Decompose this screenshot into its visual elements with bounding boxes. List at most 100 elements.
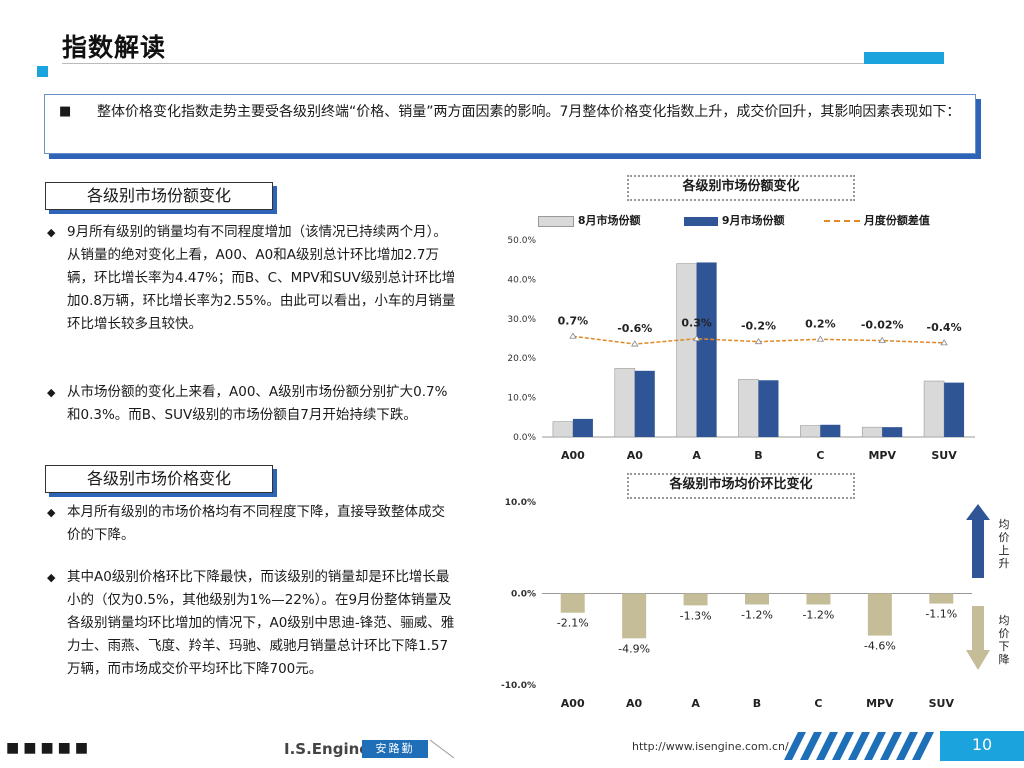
x-tick-label: A: [691, 697, 700, 710]
diff-point: [631, 340, 639, 347]
title-accent-square: [37, 66, 48, 77]
bar-sep: [572, 418, 593, 437]
bar-price-change: [929, 593, 954, 604]
legend-line: [824, 220, 860, 222]
x-tick-label: MPV: [868, 449, 896, 462]
legend-item: 8月市场份额: [538, 212, 641, 228]
bar-price-change: [560, 593, 585, 613]
x-tick-label: A00: [561, 697, 585, 710]
legend-item: 月度份额差值: [824, 212, 930, 228]
x-tick-label: SUV: [931, 449, 957, 462]
arrow-up-label: 均: [999, 518, 1010, 531]
intro-text: 整体价格变化指数走势主要受各级别终端“价格、销量”两方面因素的影响。7月整体价格…: [97, 104, 961, 120]
diff-point: [569, 332, 577, 339]
bar-aug: [738, 379, 759, 438]
arrow-up-label: 升: [999, 557, 1010, 570]
bar-sep: [882, 427, 903, 437]
data-label: -1.2%: [802, 608, 834, 621]
legend-label: 9月市场份额: [721, 214, 785, 227]
bar-price-change: [622, 593, 647, 639]
x-tick-label: C: [816, 449, 824, 462]
diamond-bullet-icon: ◆: [47, 226, 56, 239]
square-bullet-icon: ■: [59, 104, 72, 119]
legend-swatch: [684, 216, 718, 226]
bar-price-change: [867, 593, 892, 636]
footer-dots: ■■■■■: [6, 740, 93, 756]
page-title: 指数解读: [62, 33, 167, 62]
chart-title-share: 各级别市场份额变化: [627, 175, 855, 201]
diff-point: [940, 339, 948, 346]
y-tick-label: 10.0%: [505, 498, 536, 508]
x-tick-label: C: [814, 697, 822, 710]
arrow-down-label: 下: [999, 640, 1010, 653]
arrow-up-label: 上: [999, 544, 1010, 557]
share-chart: 0.0% 10.0% 20.0% 30.0% 40.0% 50.0% A00 A0 A B C MPV…: [507, 236, 975, 462]
data-label: -4.6%: [864, 640, 896, 653]
section-title-share: 各级别市场份额变化: [45, 182, 273, 210]
bullet-item: ◆ 9月所有级别的销量均有不同程度增加（该情况已持续两个月）。从销量的绝对变化上…: [47, 221, 457, 369]
y-tick-label: 20.0%: [507, 354, 536, 364]
bar-price-change: [806, 593, 831, 605]
x-tick-label: A00: [561, 449, 585, 462]
price-chart: -10.0% 0.0% 10.0% -2.1% A00 -4.9% A0 -1.3% A -1.2…: [501, 498, 1010, 710]
x-tick-label: B: [753, 697, 761, 710]
footer-logo: I.S.Engine: [284, 740, 370, 758]
arrow-up-icon: [966, 504, 990, 578]
data-label: -1.3%: [680, 609, 712, 622]
footer-stripes: [784, 732, 934, 760]
diff-data-label: -0.2%: [741, 320, 776, 333]
footer-url[interactable]: http://www.isengine.com.cn/: [632, 740, 789, 753]
data-label: -4.9%: [618, 642, 650, 655]
chart-title-price: 各级别市场均价环比变化: [627, 473, 855, 499]
bar-sep: [820, 424, 841, 437]
diamond-bullet-icon: ◆: [47, 506, 56, 519]
x-tick-label: A: [692, 449, 701, 462]
y-tick-label: 50.0%: [507, 236, 536, 246]
page-number: 10: [940, 731, 1024, 761]
diff-data-label: -0.4%: [927, 321, 962, 334]
y-tick-label: 0.0%: [511, 590, 536, 600]
footer-slash-icon: [429, 739, 455, 759]
bullet-text: 本月所有级别的市场价格均有不同程度下降，直接导致整体成交价的下降。: [67, 504, 445, 543]
diamond-bullet-icon: ◆: [47, 571, 56, 584]
bar-sep: [758, 380, 779, 437]
data-label: -2.1%: [557, 617, 589, 630]
arrow-down-icon: [966, 606, 990, 670]
arrow-down-label: 降: [999, 652, 1010, 666]
diff-data-label: 0.7%: [558, 314, 589, 327]
legend-swatch: [538, 215, 574, 227]
y-tick-label: 10.0%: [507, 394, 536, 404]
intro-box: ■ 整体价格变化指数走势主要受各级别终端“价格、销量”两方面因素的影响。7月整体…: [44, 94, 976, 154]
bullet-text: 从市场份额的变化上来看，A00、A级别市场份额分别扩大0.7%和0.3%。而B、…: [67, 384, 448, 423]
bar-aug: [923, 380, 945, 438]
x-tick-label: A0: [627, 449, 644, 462]
legend-label: 月度份额差值: [863, 214, 930, 227]
chart-legend: 8月市场份额 9月市场份额 月度份额差值: [538, 212, 968, 228]
bullet-text: 9月所有级别的销量均有不同程度增加（该情况已持续两个月）。从销量的绝对变化上看，…: [67, 224, 456, 332]
bar-price-change: [745, 593, 769, 605]
bar-aug: [800, 425, 821, 438]
bullet-item: ◆ 本月所有级别的市场价格均有不同程度下降，直接导致整体成交价的下降。: [47, 501, 457, 553]
y-tick-label: 40.0%: [507, 275, 536, 285]
bar-aug: [614, 368, 636, 438]
diff-point: [754, 337, 763, 345]
diff-point: [878, 336, 886, 343]
bar-sep: [634, 370, 655, 437]
diff-point: [816, 335, 825, 342]
bar-aug: [552, 421, 574, 438]
bar-aug: [676, 263, 697, 438]
bullet-item: ◆ 其中A0级别价格环比下降最快，而该级别的销量却是环比增长最小的（仅为0.5%…: [47, 566, 457, 726]
title-accent-bar: [864, 52, 944, 64]
legend-label: 8月市场份额: [577, 214, 641, 227]
diff-data-label: -0.02%: [861, 319, 904, 332]
data-label: -1.2%: [741, 608, 773, 621]
x-tick-label: MPV: [866, 697, 894, 710]
data-label: -1.1%: [925, 608, 957, 621]
legend-item: 9月市场份额: [684, 212, 785, 228]
title-divider: [62, 63, 942, 64]
section-title-price: 各级别市场价格变化: [45, 465, 273, 493]
bar-sep: [696, 262, 717, 437]
bar-aug: [861, 426, 883, 438]
arrow-down-label: 均: [999, 614, 1010, 627]
diff-data-label: 0.2%: [805, 317, 836, 330]
